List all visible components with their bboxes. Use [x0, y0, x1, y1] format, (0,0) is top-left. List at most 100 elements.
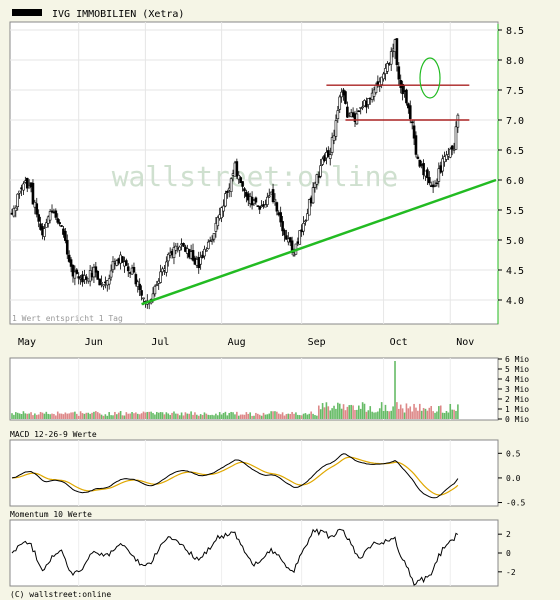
- volume-bar: [346, 406, 349, 419]
- volume-bar: [226, 415, 229, 419]
- volume-bar: [171, 412, 173, 419]
- candle-body: [306, 213, 309, 221]
- volume-bar: [49, 414, 51, 419]
- macd-tick-label: 0.0: [506, 474, 521, 483]
- volume-bar: [176, 413, 179, 419]
- volume-bar: [16, 412, 19, 419]
- candle-body: [14, 207, 18, 211]
- volume-bar: [178, 415, 181, 419]
- volume-bar: [22, 411, 25, 419]
- volume-bar: [239, 414, 242, 419]
- volume-bar: [289, 413, 292, 419]
- volume-bar: [356, 409, 358, 419]
- volume-bar: [375, 412, 377, 419]
- volume-bar: [60, 413, 63, 419]
- volume-bar: [272, 411, 274, 419]
- month-label: Sep: [308, 337, 326, 348]
- macd-axis-ticks: 0.5 0.0 -0.5: [498, 449, 525, 508]
- price-gridlines: [10, 22, 498, 324]
- volume-bar: [451, 409, 453, 419]
- candle-body: [448, 148, 452, 158]
- price-axis-ticks: 4.0 4.5 5.0 5.5 6.0 6.5 7.0 7.5 8.0 8.5: [498, 26, 524, 307]
- candle-body: [73, 271, 77, 279]
- candlesticks: [10, 38, 460, 310]
- candle-body: [241, 181, 244, 187]
- volume-bar: [135, 412, 137, 419]
- candle-body: [243, 188, 246, 192]
- volume-bar: [87, 412, 90, 419]
- candle-body: [60, 225, 63, 227]
- candle-body: [43, 228, 46, 237]
- candle-body: [191, 250, 195, 261]
- candle-body: [327, 150, 330, 157]
- candle-body: [285, 235, 288, 240]
- volume-bar: [316, 415, 318, 419]
- candle-body: [428, 177, 431, 184]
- volume-bar: [159, 412, 162, 419]
- volume-bar: [266, 414, 269, 419]
- price-tick-label: 7.0: [506, 116, 524, 127]
- watermark: wallstreet:online: [112, 160, 399, 193]
- month-label: Aug: [228, 337, 246, 348]
- trend-line: [141, 178, 497, 306]
- candle-body: [235, 161, 239, 177]
- candle-body: [273, 199, 277, 202]
- volume-bar: [298, 415, 301, 419]
- volume-bar: [144, 412, 147, 419]
- candle-body: [165, 261, 168, 273]
- month-label: Oct: [390, 337, 408, 348]
- volume-bar: [245, 412, 248, 419]
- volume-bar: [392, 406, 394, 419]
- volume-bar: [100, 414, 103, 419]
- candle-body: [281, 221, 284, 232]
- volume-bar: [291, 411, 293, 419]
- volume-bar: [274, 411, 276, 419]
- volume-bar: [394, 361, 396, 419]
- volume-bar: [382, 410, 385, 419]
- volume-bar: [422, 407, 425, 419]
- candle-body: [395, 38, 399, 66]
- month-label: May: [18, 337, 36, 348]
- candle-body: [16, 193, 20, 208]
- candle-body: [201, 254, 204, 258]
- volume-bar: [146, 411, 149, 419]
- candle-body: [452, 148, 456, 151]
- volume-bar: [434, 412, 436, 419]
- volume-bar: [20, 414, 23, 419]
- volume-bar: [152, 413, 154, 419]
- candle-body: [279, 212, 282, 223]
- volume-bar: [396, 402, 398, 419]
- candle-body: [69, 259, 73, 267]
- price-tick-label: 5.0: [506, 236, 524, 247]
- volume-bar: [222, 412, 225, 419]
- volume-bar: [188, 413, 191, 419]
- volume-bar: [234, 414, 236, 419]
- price-tick-label: 5.5: [506, 206, 524, 217]
- volume-bar: [350, 404, 352, 419]
- volume-bar: [15, 412, 17, 419]
- volume-bar: [371, 411, 373, 419]
- volume-bar: [359, 408, 362, 419]
- volume-bar: [363, 403, 366, 419]
- volume-bar: [72, 412, 74, 419]
- volume-bar: [321, 403, 324, 419]
- volume-bar: [211, 414, 213, 419]
- candle-body: [315, 174, 319, 185]
- volume-bar: [403, 412, 406, 419]
- candle-body: [125, 260, 128, 266]
- volume-bar: [18, 413, 21, 419]
- volume-bar: [279, 414, 282, 419]
- candle-body: [75, 269, 79, 274]
- volume-bar: [56, 411, 59, 419]
- volume-bar: [218, 412, 221, 419]
- volume-bar: [140, 413, 143, 419]
- volume-bar: [136, 413, 139, 419]
- volume-bar: [58, 413, 61, 419]
- volume-bar: [329, 410, 332, 419]
- volume-bar: [455, 410, 457, 419]
- candle-body: [121, 256, 124, 263]
- volume-bar: [243, 414, 246, 419]
- candle-body: [317, 176, 321, 178]
- volume-bar: [232, 412, 234, 419]
- volume-bar: [251, 415, 253, 419]
